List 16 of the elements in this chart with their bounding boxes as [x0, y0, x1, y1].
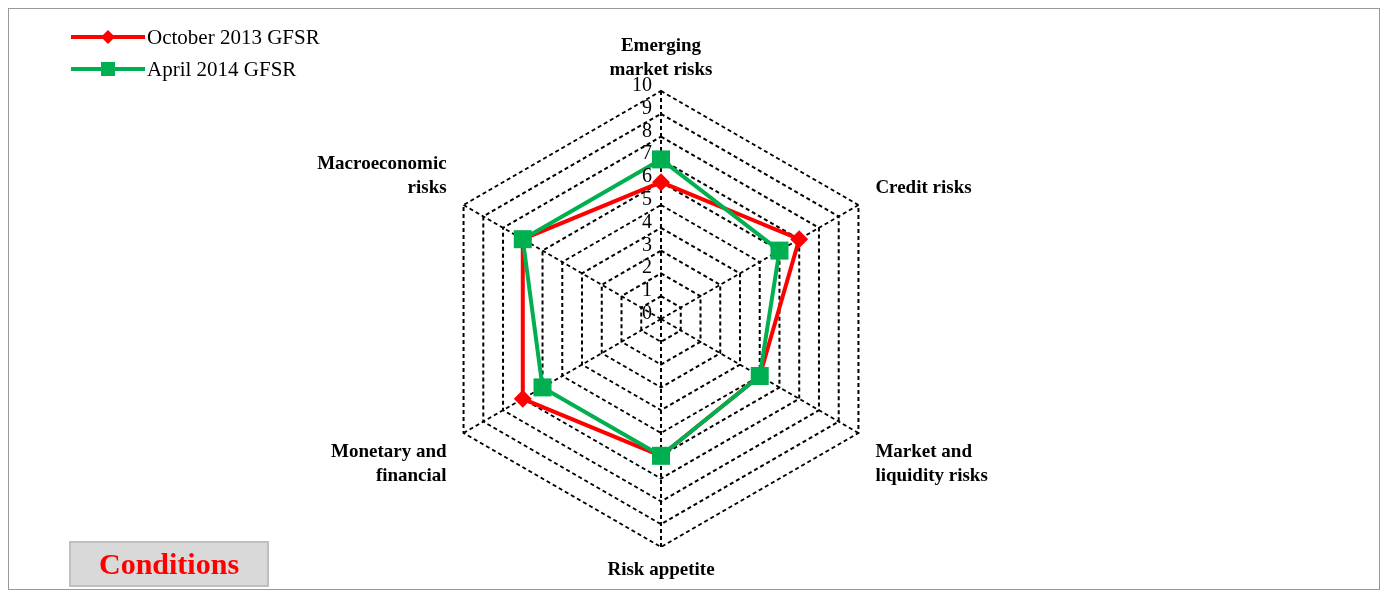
spoke-label: Market and liquidity risks — [875, 440, 988, 485]
y-tick-label: 5 — [642, 187, 652, 209]
spoke-label: Credit risks — [875, 176, 972, 197]
y-tick-label: 7 — [642, 141, 652, 164]
y-tick-label: 1 — [642, 278, 652, 301]
spoke-label: Risk appetite — [607, 558, 715, 579]
spoke-label: Macroeconomic risks — [317, 152, 447, 197]
legend-label: October 2013 GFSR — [147, 24, 320, 50]
text: Conditions — [69, 541, 270, 587]
spoke-label: Monetary and financial — [331, 440, 448, 485]
y-tick-label: 6 — [642, 164, 652, 187]
y-tick-label: 4 — [642, 209, 652, 232]
y-tick-label: 3 — [642, 232, 652, 255]
legend-label: April 2014 GFSR — [147, 56, 297, 82]
y-tick-label: 8 — [642, 118, 652, 141]
y-tick-label: 9 — [642, 95, 652, 118]
